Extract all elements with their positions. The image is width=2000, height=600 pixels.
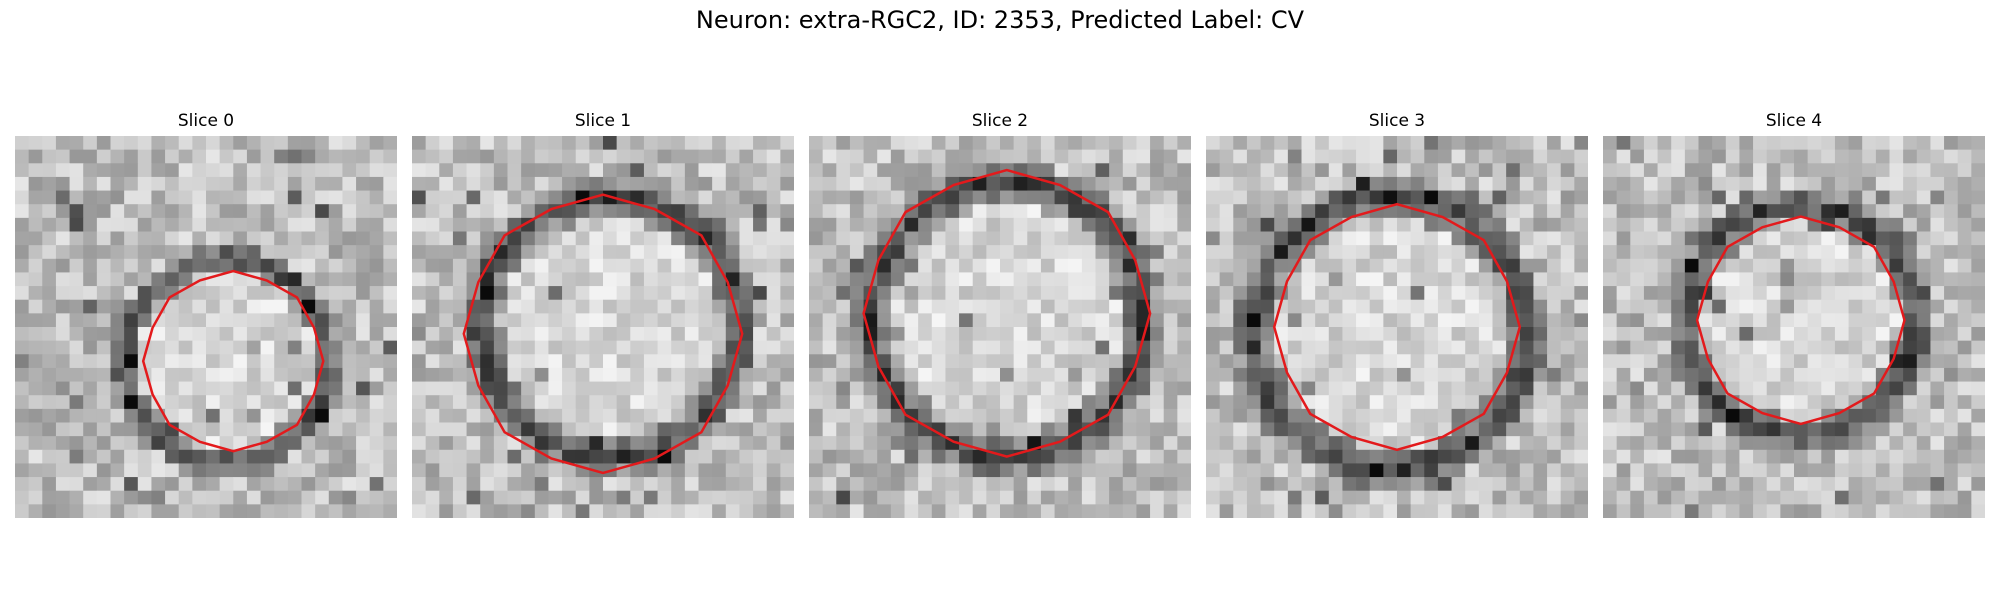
figure-title: Neuron: extra-RGC2, ID: 2353, Predicted … bbox=[695, 6, 1305, 34]
segmentation-contour bbox=[862, 168, 1152, 458]
slice-panel: Slice 1 bbox=[412, 110, 794, 518]
segmentation-contour bbox=[1272, 202, 1522, 452]
microscopy-slice-image bbox=[15, 136, 397, 518]
slice-title: Slice 2 bbox=[971, 111, 1029, 131]
microscopy-slice-image bbox=[809, 136, 1191, 518]
segmentation-contour bbox=[141, 269, 325, 453]
slice-panel: Slice 0 bbox=[15, 110, 397, 518]
slice-panel: Slice 2 bbox=[809, 110, 1191, 518]
slice-panel: Slice 4 bbox=[1603, 110, 1985, 518]
segmentation-contour bbox=[1695, 215, 1906, 426]
slice-title: Slice 1 bbox=[574, 111, 632, 131]
slice-title: Slice 4 bbox=[1765, 111, 1823, 131]
slice-title: Slice 0 bbox=[177, 111, 235, 131]
slice-panel: Slice 3 bbox=[1206, 110, 1588, 518]
microscopy-slice-image bbox=[1206, 136, 1588, 518]
microscopy-slice-image bbox=[1603, 136, 1985, 518]
segmentation-contour bbox=[462, 193, 744, 475]
slice-title: Slice 3 bbox=[1368, 111, 1426, 131]
microscopy-slice-image bbox=[412, 136, 794, 518]
